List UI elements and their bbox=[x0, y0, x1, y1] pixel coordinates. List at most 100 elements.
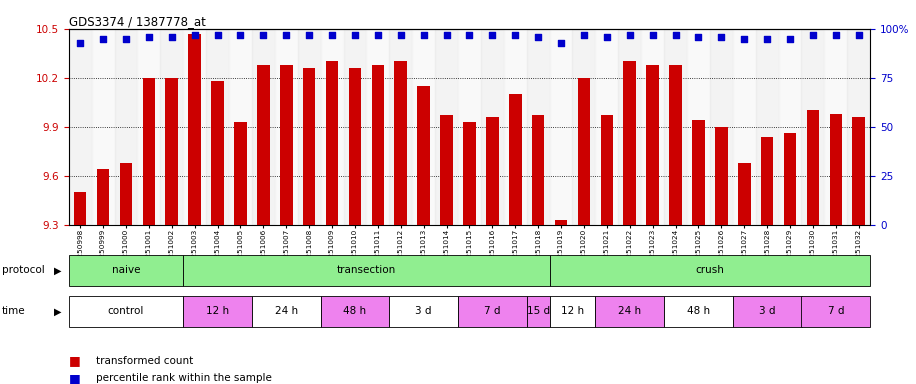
Bar bbox=[189, 34, 201, 225]
Bar bbox=[69, 29, 92, 225]
Point bbox=[553, 40, 568, 46]
Bar bbox=[458, 296, 527, 327]
Point bbox=[347, 31, 362, 38]
Text: naive: naive bbox=[112, 265, 140, 275]
Text: ▶: ▶ bbox=[54, 306, 61, 316]
Point bbox=[370, 31, 385, 38]
Bar bbox=[366, 29, 389, 225]
Text: ▶: ▶ bbox=[54, 265, 61, 275]
Point bbox=[714, 33, 728, 40]
Bar bbox=[418, 86, 430, 225]
Point bbox=[416, 31, 431, 38]
Bar bbox=[252, 29, 275, 225]
Bar bbox=[114, 29, 137, 225]
Bar bbox=[212, 81, 224, 225]
Bar bbox=[183, 296, 252, 327]
Bar bbox=[641, 29, 664, 225]
Bar bbox=[321, 296, 389, 327]
Point bbox=[301, 31, 316, 38]
Bar bbox=[234, 122, 246, 225]
Point bbox=[256, 31, 270, 38]
Bar bbox=[252, 296, 321, 327]
Bar bbox=[715, 127, 727, 225]
Point bbox=[645, 31, 660, 38]
Text: time: time bbox=[2, 306, 26, 316]
Text: control: control bbox=[108, 306, 144, 316]
Point bbox=[233, 31, 247, 38]
Bar bbox=[624, 61, 636, 225]
Bar bbox=[572, 29, 595, 225]
Bar bbox=[160, 29, 183, 225]
Bar bbox=[143, 78, 155, 225]
Bar bbox=[435, 29, 458, 225]
Point bbox=[530, 33, 545, 40]
Point bbox=[95, 36, 110, 42]
Bar bbox=[441, 115, 453, 225]
Bar bbox=[692, 120, 704, 225]
Point bbox=[507, 31, 522, 38]
Bar bbox=[756, 29, 779, 225]
Bar bbox=[326, 61, 338, 225]
Point bbox=[210, 31, 224, 38]
Bar bbox=[830, 114, 842, 225]
Bar bbox=[664, 29, 687, 225]
Bar bbox=[595, 29, 618, 225]
Bar bbox=[555, 220, 567, 225]
Point bbox=[805, 31, 820, 38]
Bar bbox=[183, 29, 206, 225]
Text: 24 h: 24 h bbox=[618, 306, 641, 316]
Point bbox=[622, 31, 637, 38]
Bar bbox=[601, 115, 613, 225]
Bar bbox=[509, 94, 521, 225]
Bar bbox=[532, 115, 544, 225]
Text: protocol: protocol bbox=[2, 265, 45, 275]
Bar bbox=[206, 29, 229, 225]
Text: ■: ■ bbox=[69, 354, 81, 367]
Bar bbox=[166, 78, 178, 225]
Bar bbox=[784, 133, 796, 225]
Point bbox=[828, 31, 843, 38]
Bar bbox=[738, 163, 750, 225]
Bar bbox=[92, 29, 114, 225]
Text: 48 h: 48 h bbox=[687, 306, 710, 316]
Bar bbox=[527, 29, 550, 225]
Bar bbox=[280, 65, 292, 225]
Bar bbox=[595, 296, 664, 327]
Point bbox=[393, 31, 408, 38]
Text: 12 h: 12 h bbox=[206, 306, 229, 316]
Bar bbox=[824, 29, 847, 225]
Bar bbox=[389, 296, 458, 327]
Bar bbox=[349, 68, 361, 225]
Bar bbox=[733, 29, 756, 225]
Bar bbox=[372, 65, 384, 225]
Bar bbox=[710, 29, 733, 225]
Bar bbox=[733, 296, 802, 327]
Bar bbox=[550, 255, 870, 286]
Bar bbox=[183, 255, 550, 286]
Text: 3 d: 3 d bbox=[758, 306, 776, 316]
Text: crush: crush bbox=[695, 265, 725, 275]
Point bbox=[324, 31, 339, 38]
Bar bbox=[74, 192, 86, 225]
Bar bbox=[550, 29, 572, 225]
Point bbox=[576, 31, 591, 38]
Text: 7 d: 7 d bbox=[484, 306, 501, 316]
Bar bbox=[229, 29, 252, 225]
Bar bbox=[853, 117, 865, 225]
Text: 12 h: 12 h bbox=[561, 306, 584, 316]
Bar bbox=[670, 65, 682, 225]
Point bbox=[164, 33, 179, 40]
Bar bbox=[137, 29, 160, 225]
Bar bbox=[303, 68, 315, 225]
Bar bbox=[298, 29, 321, 225]
Bar bbox=[120, 163, 132, 225]
Bar bbox=[69, 296, 183, 327]
Bar bbox=[807, 111, 819, 225]
Text: 15 d: 15 d bbox=[527, 306, 550, 316]
Bar bbox=[802, 296, 870, 327]
Text: 48 h: 48 h bbox=[344, 306, 366, 316]
Bar bbox=[761, 137, 773, 225]
Point bbox=[782, 36, 797, 42]
Bar bbox=[687, 29, 710, 225]
Point bbox=[72, 40, 87, 46]
